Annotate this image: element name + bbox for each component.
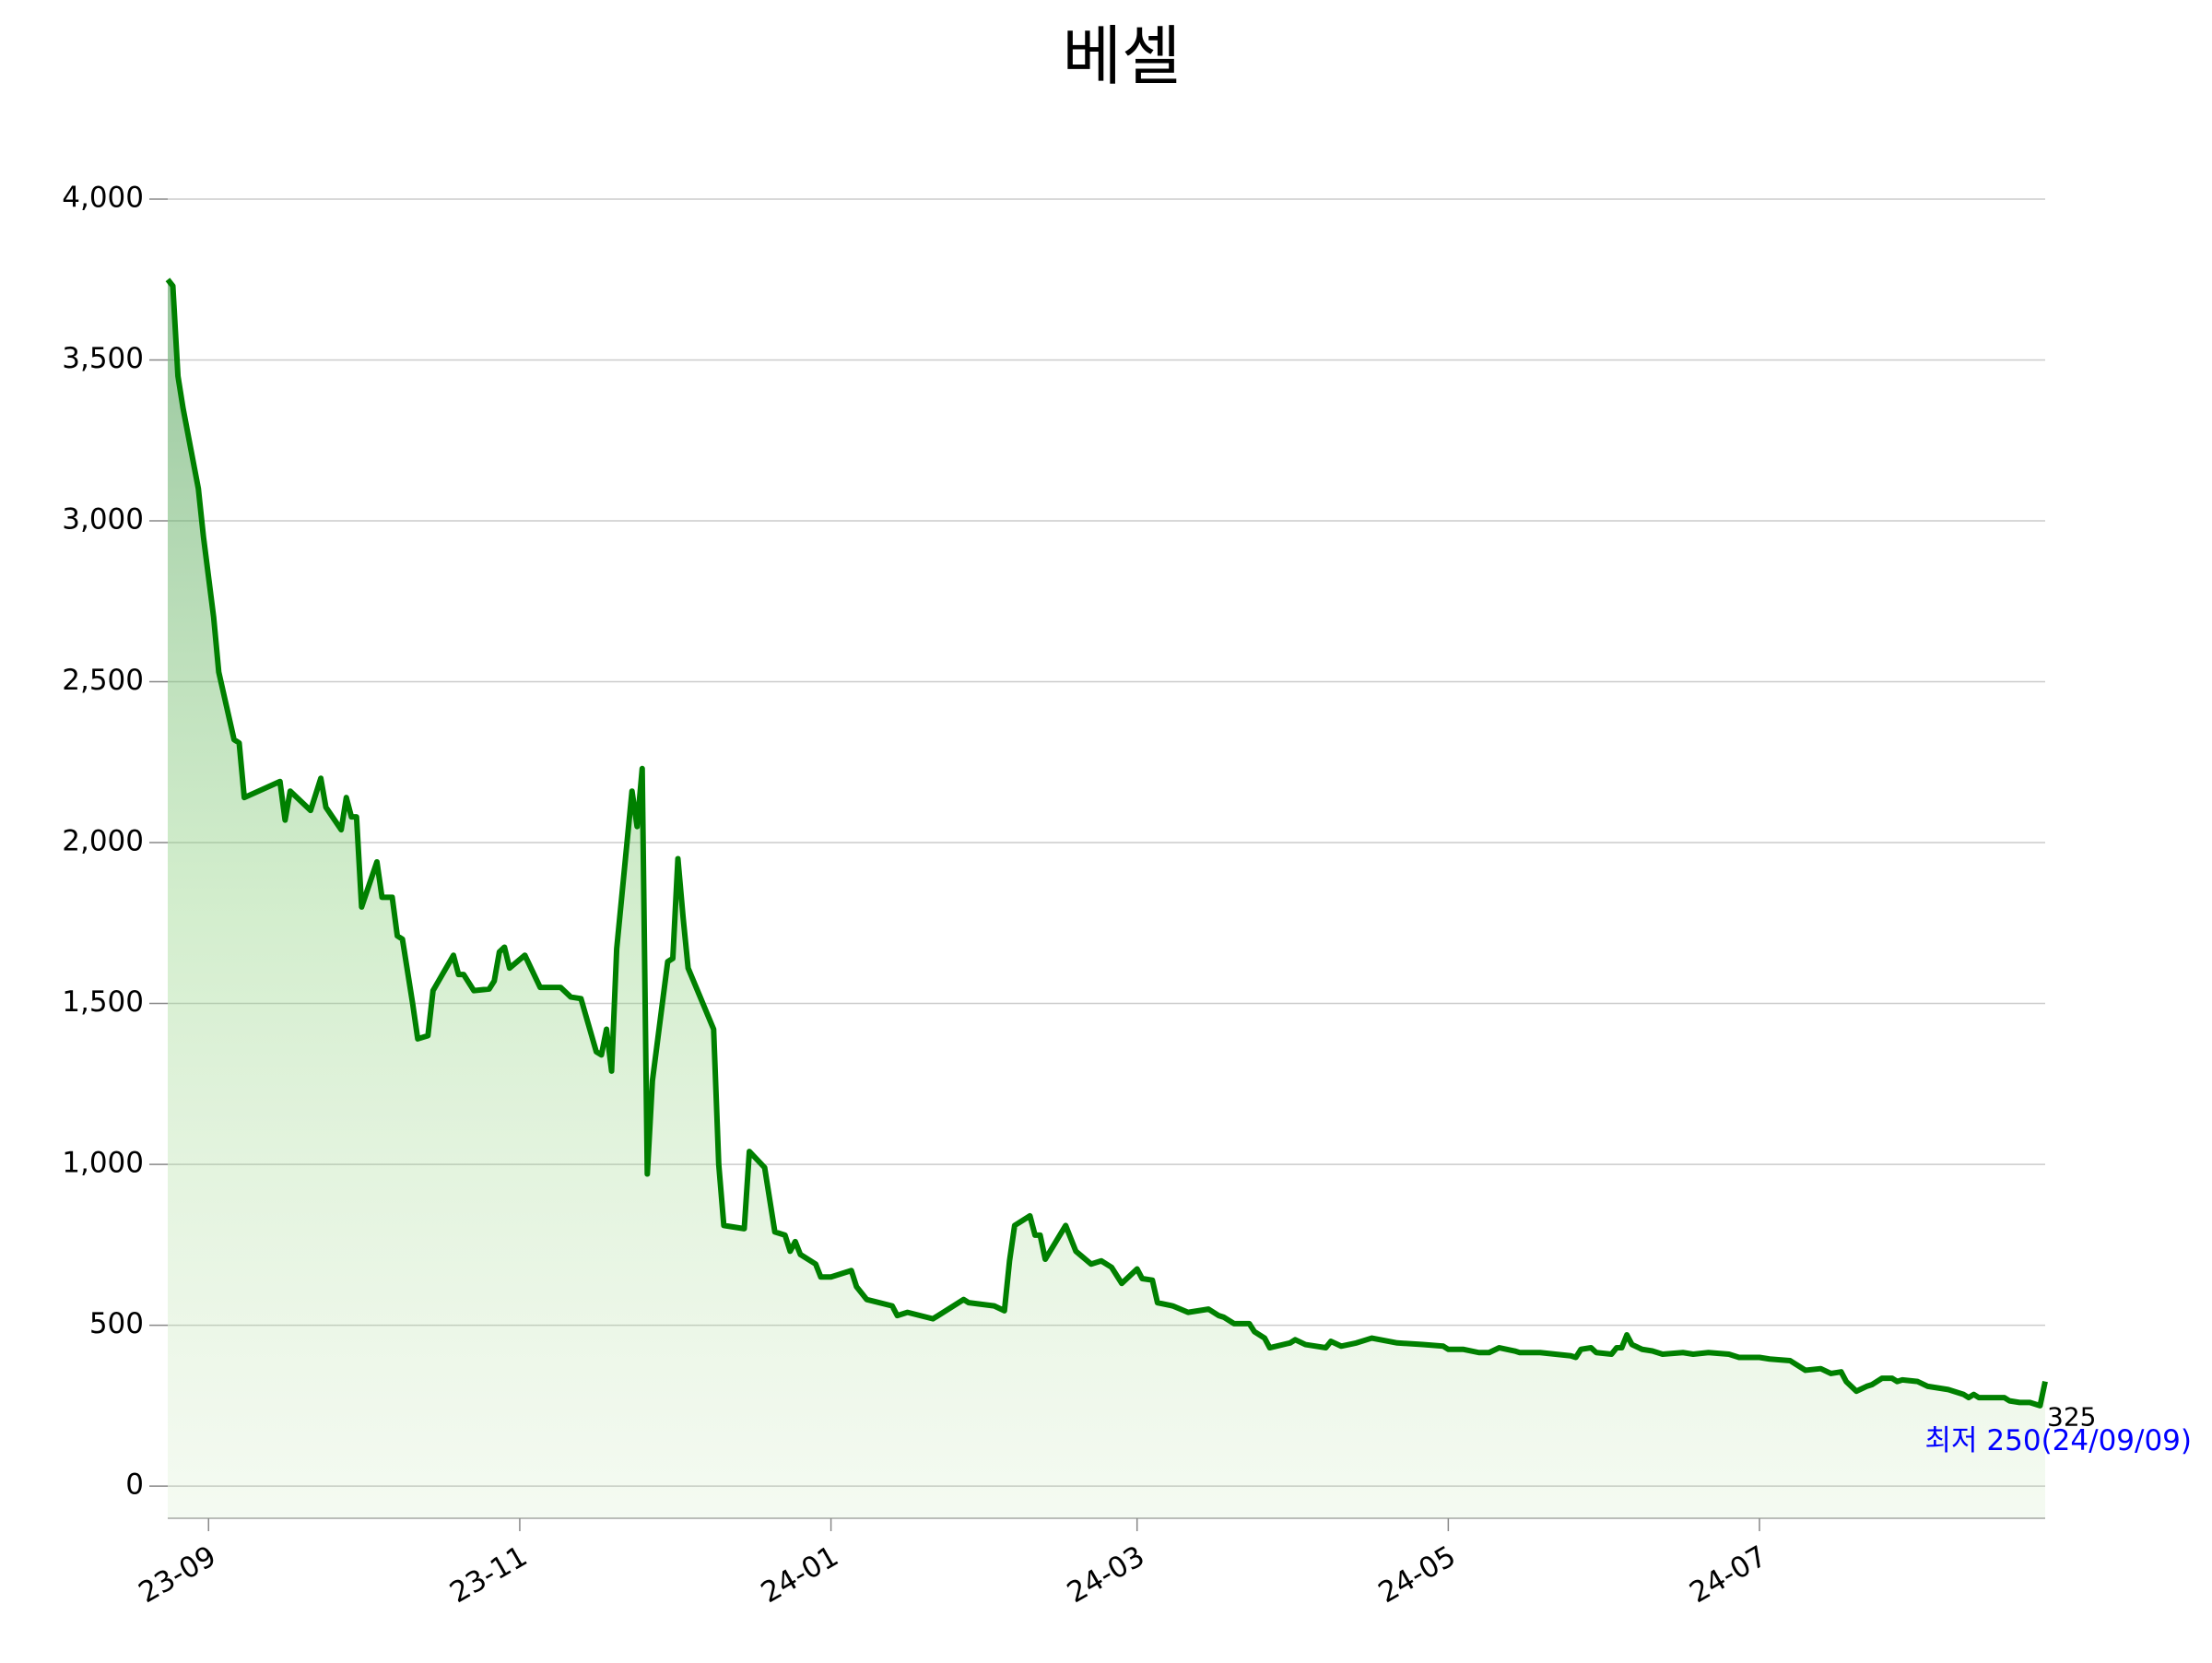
- y-tick-label: 3,000: [62, 503, 144, 537]
- area: [168, 279, 2045, 1518]
- y-tick-label: 1,500: [62, 985, 144, 1019]
- min-label: 최저 250(24/09/09): [1925, 1424, 2192, 1457]
- line: [165, 277, 2048, 1409]
- x-tick-label: 24-05: [1373, 1539, 1462, 1610]
- y-tick-label: 1,000: [62, 1147, 144, 1180]
- y-tick-label: 500: [89, 1307, 144, 1340]
- y-tick-label: 3,500: [62, 342, 144, 375]
- x-tick-label: 24-01: [756, 1539, 844, 1610]
- y-tick-label: 2,000: [62, 825, 144, 858]
- x-tick-label: 23-11: [444, 1539, 533, 1610]
- y-tick-label: 0: [125, 1468, 144, 1502]
- x-tick-label: 24-03: [1062, 1539, 1150, 1610]
- chart-title: 베셀: [1063, 18, 1182, 94]
- x-tick-label: 23-09: [134, 1539, 222, 1610]
- y-tick-label: 2,500: [62, 664, 144, 697]
- y-tick-label: 4,000: [62, 182, 144, 215]
- last-value-label: 325: [2047, 1402, 2096, 1433]
- x-tick-label: 24-07: [1684, 1539, 1772, 1610]
